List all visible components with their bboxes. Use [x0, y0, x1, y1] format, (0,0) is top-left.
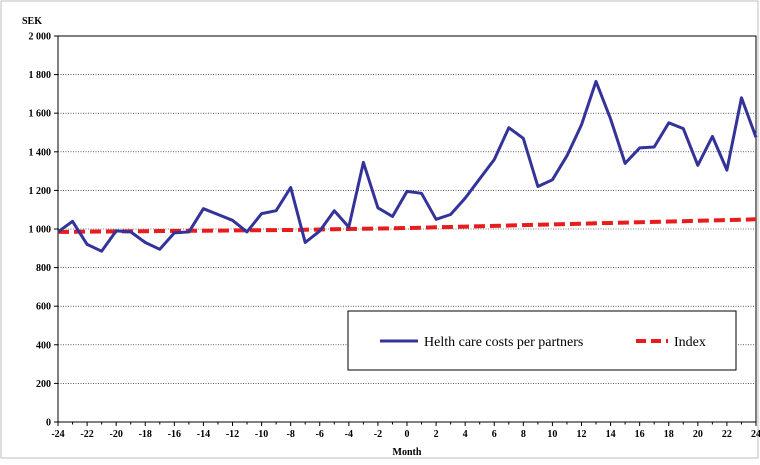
- x-tick-label: 24: [751, 429, 760, 440]
- x-tick-label: 8: [521, 429, 526, 440]
- y-tick-label: 1 800: [29, 70, 52, 81]
- series-lines: [57, 79, 758, 253]
- x-tick-label: 18: [664, 429, 674, 440]
- x-tick-label: -24: [51, 429, 64, 440]
- x-tick-label: -16: [168, 429, 181, 440]
- y-tick-label: 200: [36, 379, 51, 390]
- y-tick-label: 1 200: [29, 186, 52, 197]
- y-tick-label: 800: [36, 263, 51, 274]
- x-tick-label: -20: [109, 429, 122, 440]
- y-tick-label: 1 000: [29, 225, 52, 236]
- x-tick-label: -8: [286, 429, 294, 440]
- series-line-health-care-costs: [57, 79, 758, 253]
- x-tick-label: 22: [722, 429, 732, 440]
- legend-label-health-care-costs: Helth care costs per partners: [424, 335, 583, 350]
- x-tick-label: 4: [463, 429, 468, 440]
- y-tick-label: 0: [46, 418, 51, 429]
- x-tick-label: -2: [374, 429, 382, 440]
- y-tick-label: 600: [36, 302, 51, 313]
- x-tick-label: -4: [345, 429, 353, 440]
- x-tick-label: -22: [80, 429, 93, 440]
- y-tick-label: 1 400: [29, 147, 52, 158]
- x-tick-label: -18: [139, 429, 152, 440]
- x-tick-label: -12: [226, 429, 239, 440]
- x-axis-ticks: -24 -22 -20 -18 -16 -14 -12 -10 -8 -6 -4 -2 0 2 4 6 8 10 1…: [51, 422, 760, 440]
- legend-label-index: Index: [674, 335, 706, 350]
- x-tick-label: 16: [635, 429, 645, 440]
- x-axis-title: Month: [393, 447, 422, 458]
- legend: Helth care costs per partners Index: [347, 310, 737, 371]
- x-tick-label: 2: [434, 429, 439, 440]
- x-tick-label: 0: [405, 429, 410, 440]
- x-tick-label: -6: [316, 429, 324, 440]
- x-tick-label: 12: [577, 429, 587, 440]
- x-tick-label: -10: [255, 429, 268, 440]
- x-tick-label: 6: [492, 429, 497, 440]
- x-tick-label: 14: [606, 429, 616, 440]
- y-tick-label: 2 000: [29, 32, 52, 43]
- y-tick-label: 400: [36, 340, 51, 351]
- x-tick-label: -14: [197, 429, 210, 440]
- x-tick-label: 20: [693, 429, 703, 440]
- y-axis-title: SEK: [22, 16, 42, 27]
- y-tick-label: 1 600: [29, 109, 52, 120]
- y-axis-ticks: 0 200 400 600 800 1 000 1 200 1 400 1 600 1 800 2 …: [29, 32, 58, 429]
- series-line-index: [57, 217, 757, 234]
- x-tick-label: 10: [547, 429, 557, 440]
